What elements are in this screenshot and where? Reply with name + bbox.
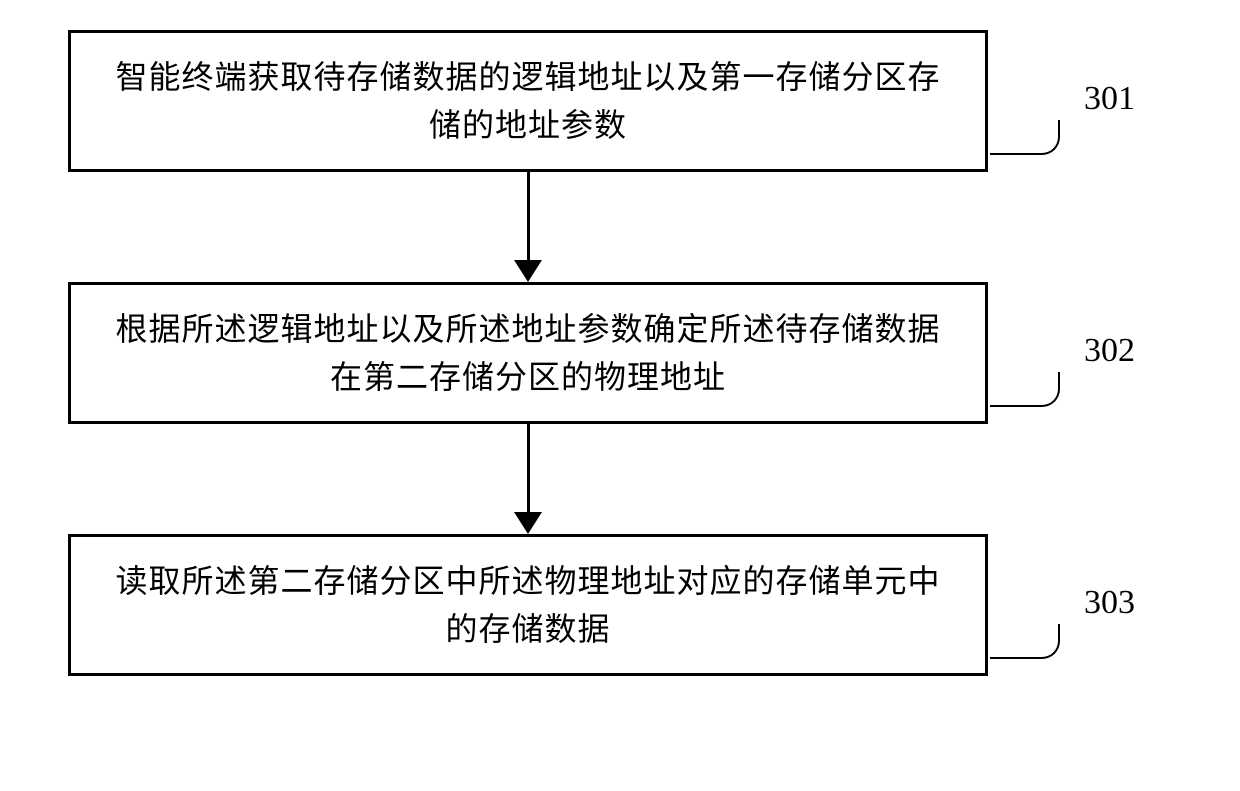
step-text: 智能终端获取待存储数据的逻辑地址以及第一存储分区存 — [115, 53, 940, 101]
flowchart-container: 智能终端获取待存储数据的逻辑地址以及第一存储分区存 储的地址参数 301 根据所… — [50, 30, 1190, 676]
arrow-head-icon — [514, 512, 542, 534]
step-label-302: 302 — [1084, 332, 1135, 370]
label-connector — [990, 624, 1060, 659]
step-text: 储的地址参数 — [429, 101, 627, 149]
step-box-303: 读取所述第二存储分区中所述物理地址对应的存储单元中 的存储数据 — [68, 534, 988, 676]
arrow-1 — [68, 172, 988, 282]
step-text: 读取所述第二存储分区中所述物理地址对应的存储单元中 — [115, 557, 940, 605]
step-box-302: 根据所述逻辑地址以及所述地址参数确定所述待存储数据 在第二存储分区的物理地址 — [68, 282, 988, 424]
step-text: 根据所述逻辑地址以及所述地址参数确定所述待存储数据 — [115, 305, 940, 353]
arrow-head-icon — [514, 260, 542, 282]
step-text: 在第二存储分区的物理地址 — [330, 353, 726, 401]
step-text: 的存储数据 — [445, 605, 610, 653]
step-label-303: 303 — [1084, 584, 1135, 622]
label-connector — [990, 120, 1060, 155]
step-label-301: 301 — [1084, 80, 1135, 118]
arrow-line — [527, 424, 530, 514]
arrow-line — [527, 172, 530, 262]
label-connector — [990, 372, 1060, 407]
arrow-2 — [68, 424, 988, 534]
step-box-301: 智能终端获取待存储数据的逻辑地址以及第一存储分区存 储的地址参数 — [68, 30, 988, 172]
